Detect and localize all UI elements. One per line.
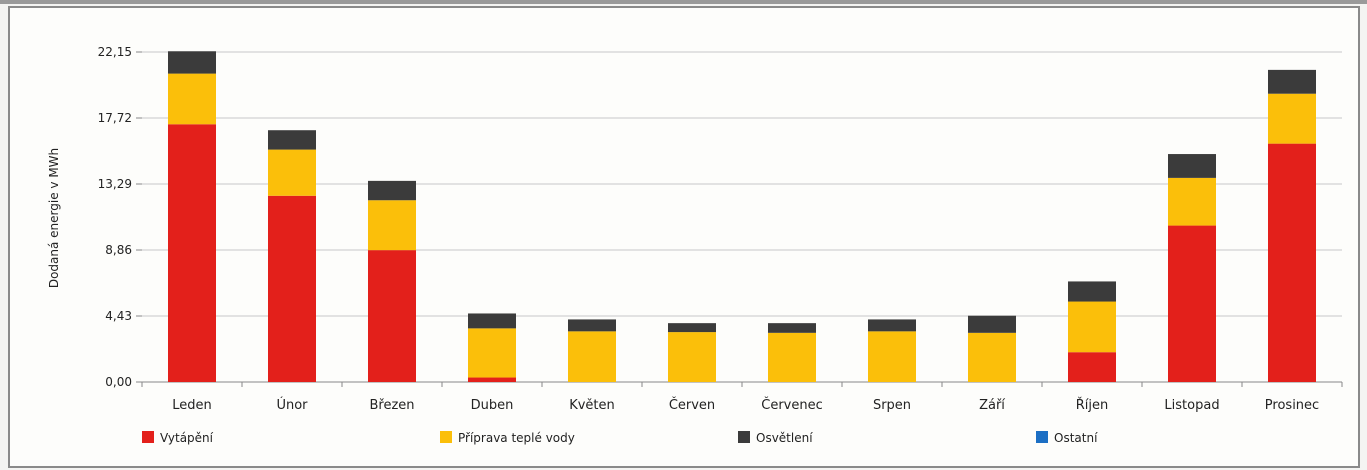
top-border: [0, 0, 1367, 4]
y-tick-label: 17,72: [98, 111, 132, 125]
legend-label: Příprava teplé vody: [458, 431, 575, 445]
x-tick-label: Září: [979, 398, 1005, 413]
legend-swatch: [738, 431, 750, 443]
y-axis-label: Dodaná energie v MWh: [47, 148, 61, 288]
x-tick-label: Květen: [569, 398, 615, 413]
bar-segment: [668, 323, 716, 333]
legend-label: Ostatní: [1054, 431, 1098, 445]
bar-segment: [1268, 69, 1316, 94]
bar-segment: [968, 332, 1016, 382]
x-tick-label: Listopad: [1164, 398, 1219, 413]
bar-segment: [768, 332, 816, 382]
x-tick-label: Leden: [172, 398, 212, 413]
bar-segment: [1268, 93, 1316, 144]
gridlines: [136, 51, 1342, 383]
y-tick-label: 13,29: [98, 177, 132, 191]
bar-segment: [468, 328, 516, 378]
bar-segment: [868, 319, 916, 332]
bar-segment: [268, 149, 316, 196]
x-tick-label: Prosinec: [1265, 398, 1319, 413]
legend: Vytápění Příprava teplé vody Osvětlení Osta…: [142, 431, 1098, 445]
y-tick-label: 8,86: [105, 243, 132, 257]
x-tick-label: Říjen: [1076, 397, 1109, 413]
bar-segment: [368, 250, 416, 382]
bar-segment: [668, 332, 716, 382]
legend-label: Vytápění: [160, 431, 214, 445]
legend-swatch: [1036, 431, 1048, 443]
x-tick-label: Srpen: [873, 398, 911, 413]
bar-segment: [1168, 177, 1216, 226]
bar-segment: [968, 315, 1016, 333]
bar-segment: [468, 377, 516, 382]
bar-segment: [368, 200, 416, 251]
x-tick-label: Červen: [669, 397, 715, 413]
bar-segment: [568, 319, 616, 332]
x-axis-ticks: Leden Únor Březen Duben Květen Červen Červenec…: [141, 382, 1343, 413]
x-tick-label: Únor: [276, 397, 308, 413]
legend-label: Osvětlení: [756, 431, 813, 445]
y-tick-label: 22,15: [98, 45, 132, 59]
legend-swatch: [440, 431, 452, 443]
bar-segment: [1068, 281, 1116, 302]
bar-segment: [1068, 352, 1116, 382]
legend-swatch: [142, 431, 154, 443]
bar-segment: [468, 313, 516, 329]
bar-segment: [1168, 225, 1216, 382]
y-tick-label: 0,00: [105, 375, 132, 389]
bar-segment: [368, 180, 416, 201]
bar-segment: [868, 331, 916, 382]
bar-segment: [1068, 301, 1116, 353]
bar-segment: [268, 195, 316, 382]
bar-segment: [1168, 154, 1216, 178]
bar-segment: [768, 323, 816, 333]
x-tick-label: Červenec: [761, 397, 823, 413]
chart-frame: 0,00 4,43 8,86 13,29 17,72 22,15 Dodaná energ…: [8, 6, 1360, 468]
bar-segment: [168, 73, 216, 125]
bars: [168, 51, 1316, 383]
y-axis-ticks: 0,00 4,43 8,86 13,29 17,72 22,15: [98, 45, 132, 389]
x-tick-label: Březen: [369, 398, 414, 413]
bar-segment: [568, 331, 616, 382]
bar-segment: [1268, 143, 1316, 382]
bar-segment: [168, 51, 216, 74]
y-tick-label: 4,43: [105, 309, 132, 323]
stacked-bar-chart: 0,00 4,43 8,86 13,29 17,72 22,15 Dodaná energ…: [47, 45, 1343, 445]
bar-segment: [168, 124, 216, 383]
x-tick-label: Duben: [471, 398, 514, 413]
bar-segment: [268, 130, 316, 150]
